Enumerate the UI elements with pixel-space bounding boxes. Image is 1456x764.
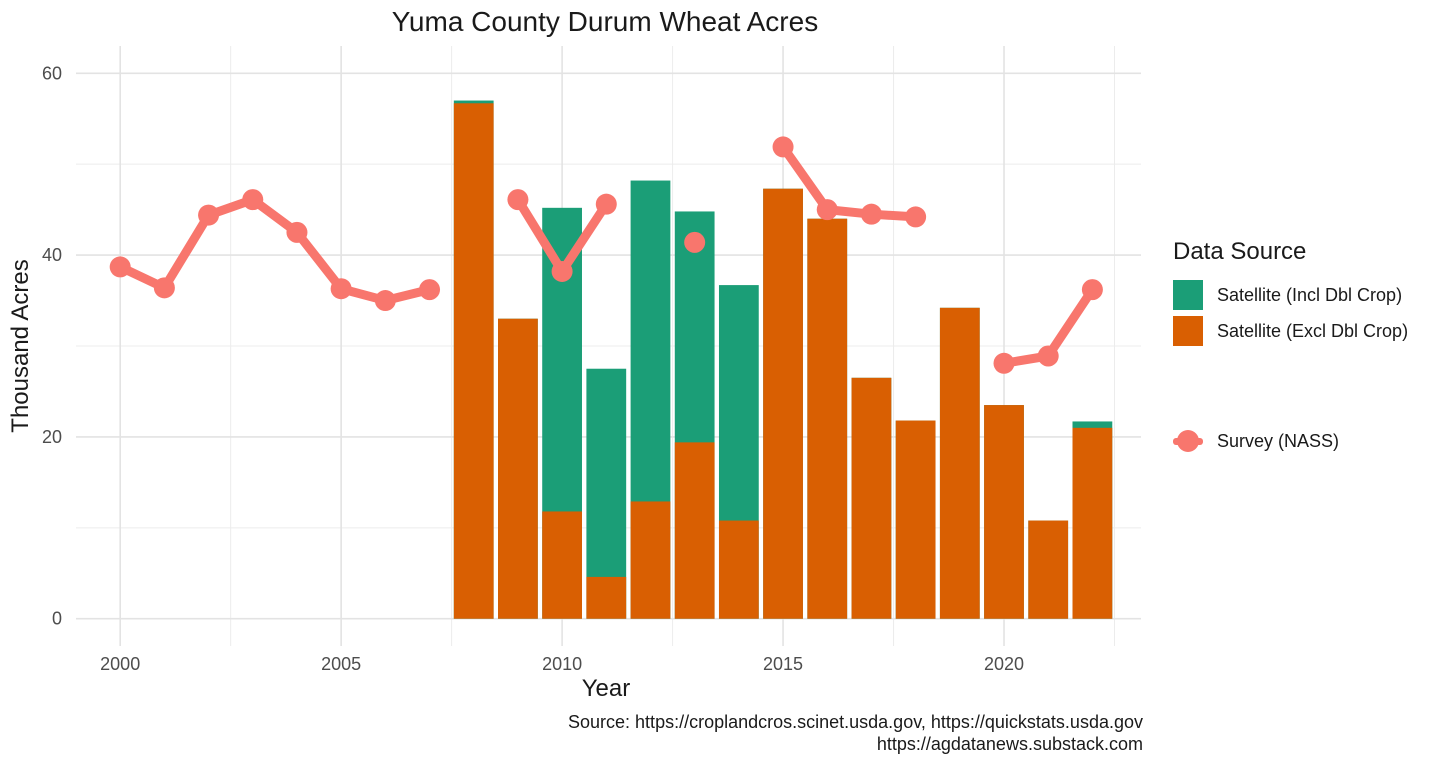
survey-point [1081, 279, 1103, 301]
survey-point [772, 136, 794, 158]
survey-point [905, 206, 927, 228]
bar-excl-dbl-crop [1072, 427, 1113, 619]
bar-layer [453, 100, 1113, 619]
survey-point [684, 231, 706, 253]
x-axis-label: Year [582, 675, 631, 702]
chart-title: Yuma County Durum Wheat Acres [391, 6, 819, 37]
bar-excl-dbl-crop [718, 520, 759, 619]
survey-point [330, 278, 352, 300]
bar-excl-dbl-crop [630, 501, 671, 619]
legend: Data Source Satellite (Incl Dbl Crop) Sa… [1173, 238, 1453, 459]
x-tick-label: 2005 [321, 654, 361, 674]
bar-excl-dbl-crop [542, 511, 582, 619]
survey-point [198, 204, 220, 226]
survey-point [993, 352, 1015, 374]
survey-point [286, 221, 308, 243]
y-axis-label: Thousand Acres [7, 259, 34, 432]
legend-label-survey: Survey (NASS) [1217, 430, 1340, 451]
legend-label-excl-dbl-crop: Satellite (Excl Dbl Crop) [1217, 320, 1409, 341]
survey-point [374, 290, 396, 312]
survey-point [816, 199, 838, 221]
bar-excl-dbl-crop [453, 103, 494, 619]
legend-item-excl-dbl-crop: Satellite (Excl Dbl Crop) [1173, 313, 1453, 349]
survey-point-layer [109, 136, 1103, 374]
legend-label-incl-dbl-crop: Satellite (Incl Dbl Crop) [1217, 284, 1403, 305]
y-tick-label: 0 [52, 609, 62, 629]
survey-point [109, 256, 131, 278]
survey-line-segment [778, 142, 921, 222]
legend-item-incl-dbl-crop: Satellite (Incl Dbl Crop) [1173, 277, 1453, 313]
survey-point [860, 203, 882, 225]
legend-swatch-excl-dbl-crop [1173, 316, 1203, 346]
legend-title: Data Source [1173, 238, 1307, 265]
x-tick-label: 2010 [542, 654, 582, 674]
caption-url: https://agdatanews.substack.com [876, 734, 1143, 754]
bar-excl-dbl-crop [984, 405, 1024, 619]
survey-point [551, 260, 573, 282]
bar-excl-dbl-crop [586, 576, 627, 619]
survey-point [595, 193, 617, 215]
y-tick-labels: 0 20 40 60 [42, 63, 62, 628]
legend-swatch-incl-dbl-crop [1173, 280, 1203, 310]
survey-point [1037, 345, 1059, 367]
survey-point [507, 189, 529, 211]
y-tick-label: 40 [42, 245, 62, 265]
bar-excl-dbl-crop [939, 307, 980, 619]
bar-excl-dbl-crop [807, 218, 848, 619]
x-tick-label: 2020 [984, 654, 1024, 674]
x-tick-labels: 2000 2005 2010 2015 2020 [100, 654, 1024, 674]
x-tick-label: 2000 [100, 654, 140, 674]
bar-excl-dbl-crop [1028, 520, 1069, 619]
survey-point [153, 277, 175, 299]
bar-excl-dbl-crop [895, 420, 936, 619]
x-tick-label: 2015 [763, 654, 803, 674]
bar-excl-dbl-crop [763, 188, 803, 619]
bar-excl-dbl-crop [851, 377, 892, 619]
caption-source: Source: https://croplandcros.scinet.usda… [568, 712, 1143, 732]
bar-excl-dbl-crop [498, 318, 538, 619]
bar-excl-dbl-crop [674, 442, 715, 619]
y-tick-label: 20 [42, 427, 62, 447]
legend-key-survey [1173, 426, 1203, 456]
legend-item-survey: Survey (NASS) [1173, 423, 1453, 459]
y-tick-label: 60 [42, 63, 62, 83]
survey-point [419, 279, 441, 301]
survey-point [242, 189, 264, 211]
